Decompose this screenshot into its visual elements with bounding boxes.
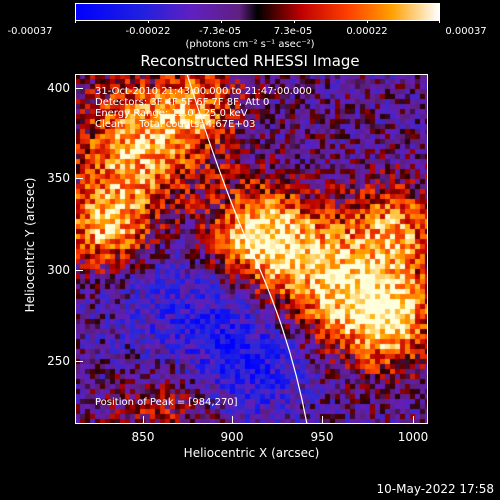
generation-date: 10-May-2022 17:58 bbox=[376, 482, 494, 496]
detectors-text: Detectors: 3F 4F 5F 6F 7F 8F, Att 0 bbox=[95, 97, 270, 108]
colorbar-units: (photons cm⁻² s⁻¹ asec⁻²) bbox=[185, 39, 315, 50]
x-tick-label: 850 bbox=[131, 430, 155, 444]
clean-counts-text: Clean Total counts: 4.67E+03 bbox=[95, 119, 256, 130]
x-tick-label: 1000 bbox=[397, 430, 429, 444]
colorbar-tick: -0.00037 bbox=[7, 26, 53, 37]
solar-limb-line bbox=[186, 74, 308, 424]
colorbar-tick: -7.3e-05 bbox=[199, 26, 241, 37]
y-tick-label: 300 bbox=[47, 263, 70, 277]
peak-position-text: Position of Peak = [984,270] bbox=[95, 397, 238, 408]
y-axis-label: Heliocentric Y (arcsec) bbox=[23, 177, 37, 313]
x-axis-label: Heliocentric X (arcsec) bbox=[183, 446, 320, 460]
colorbar-tick: -0.00022 bbox=[125, 26, 171, 37]
image-title: Reconstructed RHESSI Image bbox=[140, 52, 360, 70]
y-tick-label: 250 bbox=[47, 354, 70, 368]
y-tick-label: 350 bbox=[47, 171, 70, 185]
x-tick-label: 950 bbox=[310, 430, 334, 444]
colorbar-tick: 0.00037 bbox=[445, 26, 487, 37]
energy-range-text: Energy Range: 12.0 - 25.0 keV bbox=[95, 108, 248, 119]
time-range-text: 31-Oct-2010 21:43:00.000 to 21:47:00.000 bbox=[95, 86, 312, 97]
colorbar bbox=[75, 3, 440, 21]
colorbar-tick: 7.3e-05 bbox=[273, 26, 313, 37]
rhessi-image bbox=[75, 74, 428, 424]
y-tick-label: 400 bbox=[47, 81, 70, 95]
x-tick-label: 900 bbox=[220, 430, 244, 444]
colorbar-tick: 0.00022 bbox=[346, 26, 388, 37]
